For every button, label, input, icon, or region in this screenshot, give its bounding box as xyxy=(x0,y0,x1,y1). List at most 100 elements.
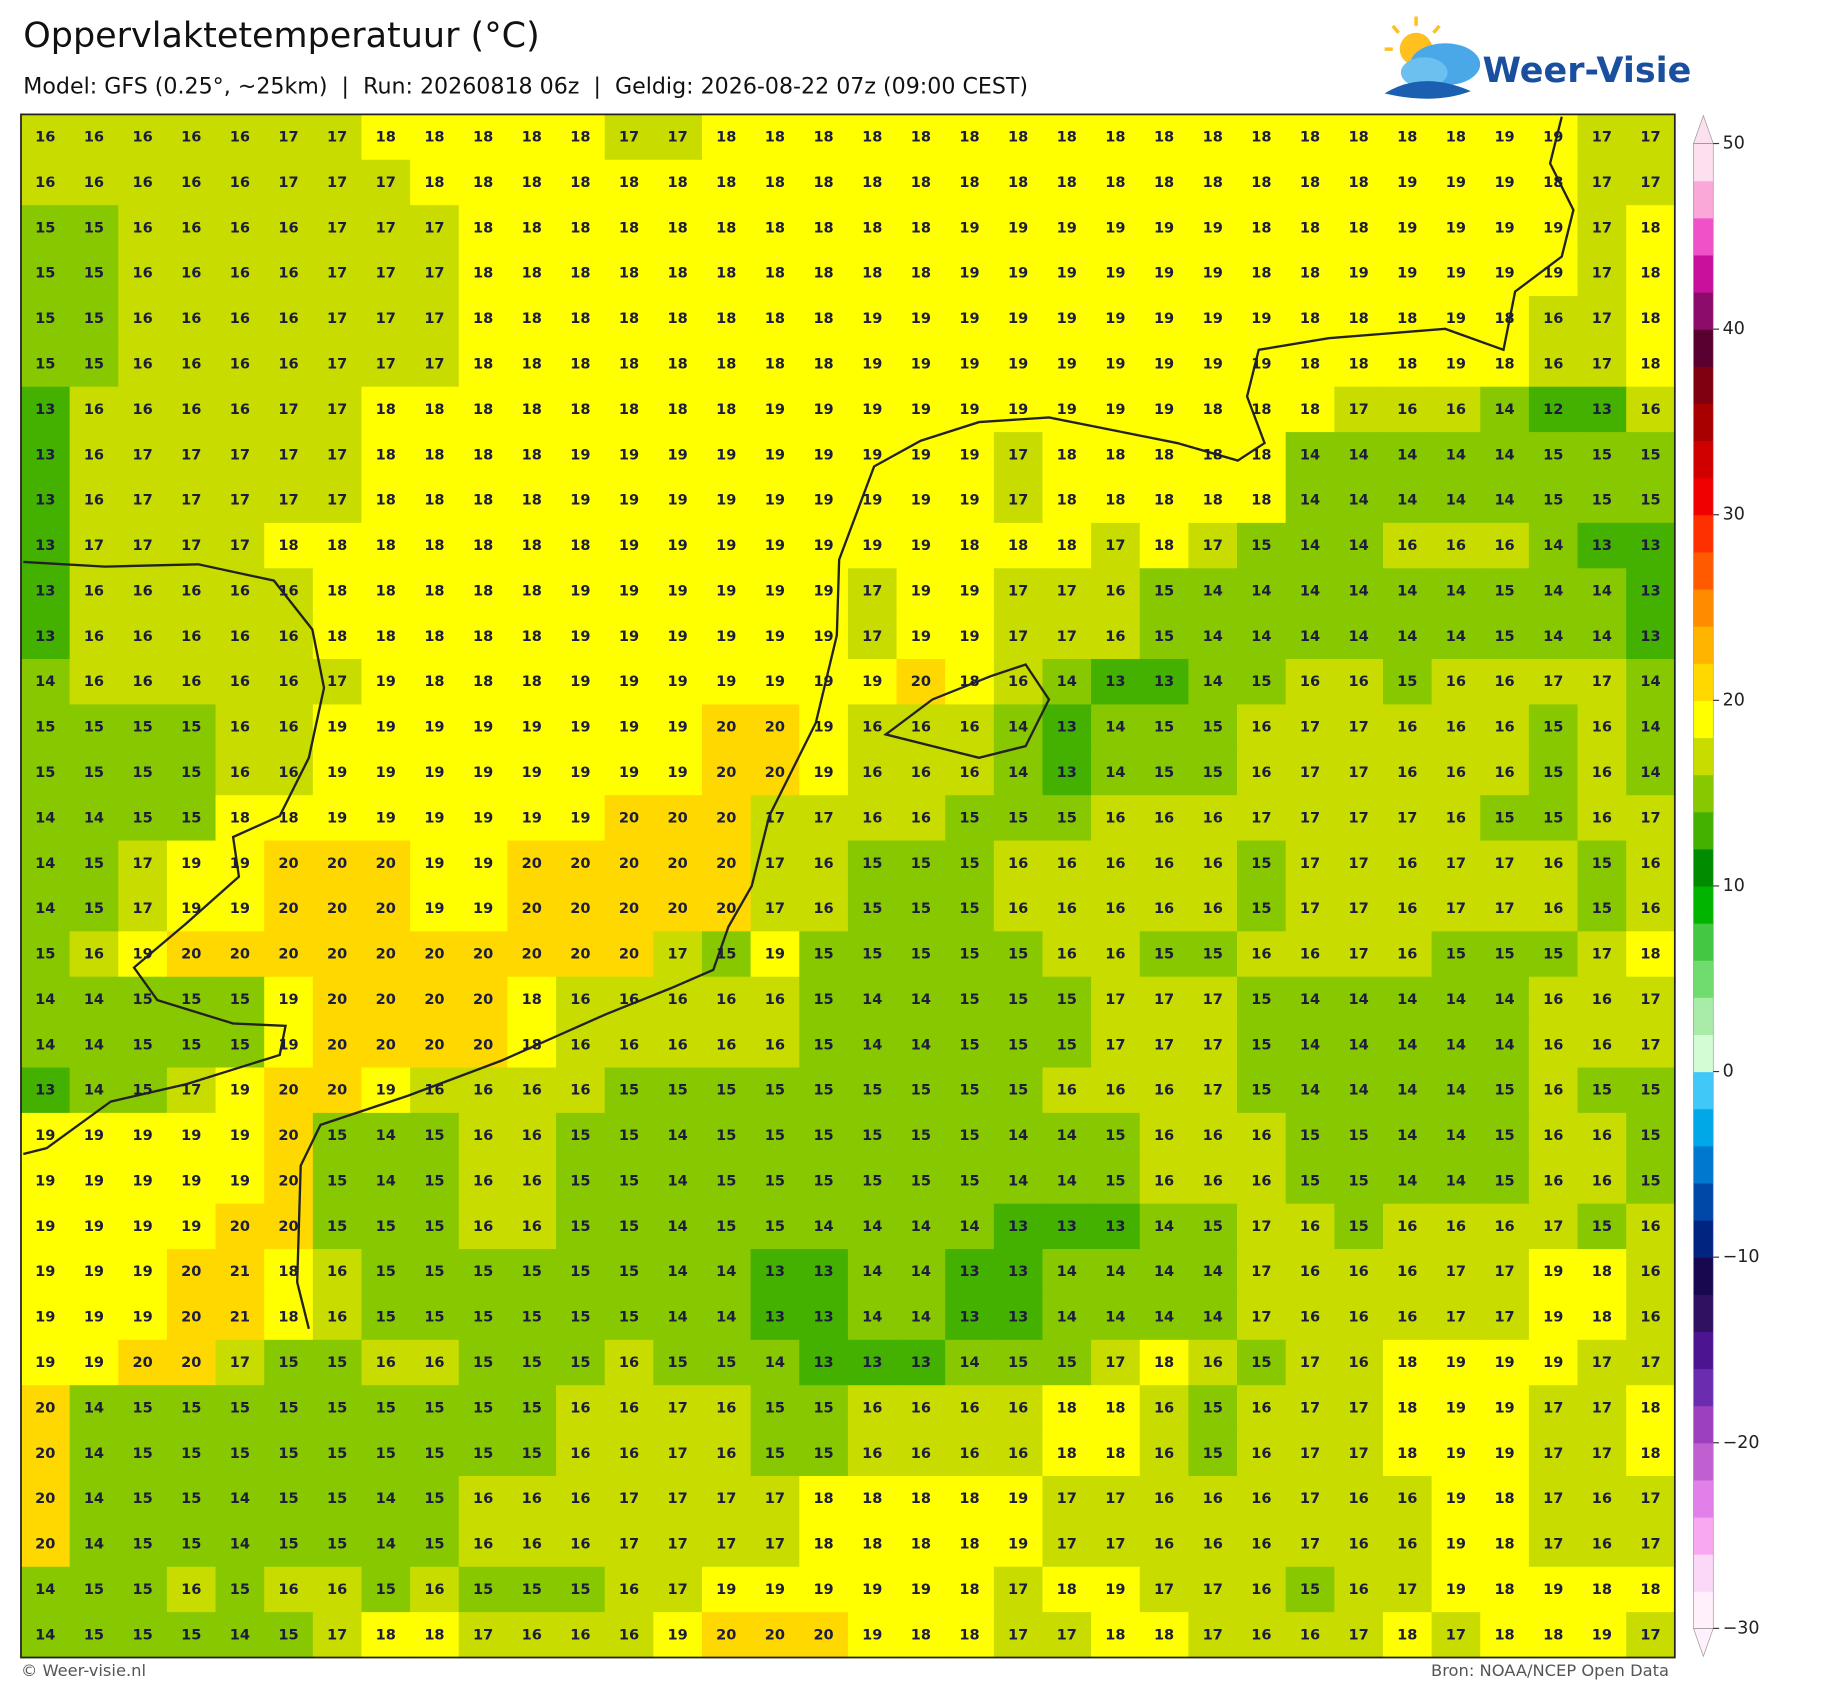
temperature-cell xyxy=(1577,1294,1627,1341)
temperature-cell xyxy=(1285,477,1336,524)
temperature-cell xyxy=(458,1521,509,1568)
temperature-cell xyxy=(166,1067,217,1114)
temperature-cell xyxy=(361,522,411,569)
temperature-cell xyxy=(1480,659,1530,706)
temperature-cell xyxy=(1431,659,1481,706)
temperature-label: 17 xyxy=(1105,1490,1125,1507)
temperature-cell xyxy=(458,114,509,161)
temperature-cell xyxy=(361,885,411,933)
temperature-label: 16 xyxy=(1105,900,1125,917)
temperature-label: 18 xyxy=(1543,174,1563,191)
temperature-label: 19 xyxy=(1203,219,1223,236)
temperature-cell xyxy=(361,1430,411,1477)
temperature-cell xyxy=(701,659,752,706)
temperature-label: 14 xyxy=(1397,1127,1417,1144)
temperature-label: 13 xyxy=(35,537,55,554)
temperature-label: 16 xyxy=(1251,1490,1271,1507)
temperature-cell xyxy=(1237,1521,1287,1568)
temperature-label: 17 xyxy=(1057,628,1077,645)
temperature-cell xyxy=(1139,341,1190,388)
colorbar-band xyxy=(1693,1405,1714,1444)
coastlines xyxy=(23,116,1575,1330)
temperature-cell xyxy=(1431,1158,1481,1205)
subtitle: Model: GFS (0.25°, ~25km) | Run: 2026081… xyxy=(23,73,1028,99)
temperature-cell xyxy=(69,1249,119,1296)
temperature-label: 17 xyxy=(278,492,298,509)
temperature-cell xyxy=(458,1067,509,1114)
temperature-cell xyxy=(1091,114,1141,161)
temperature-label: 19 xyxy=(1494,1354,1514,1371)
temperature-label: 19 xyxy=(1008,1490,1028,1507)
temperature-cell xyxy=(1480,341,1530,388)
temperature-cell xyxy=(1382,1249,1433,1296)
temperature-label: 18 xyxy=(1397,1354,1417,1371)
temperature-label: 16 xyxy=(132,673,152,690)
temperature-label: 18 xyxy=(522,1036,542,1053)
temperature-cell xyxy=(1382,1022,1433,1069)
temperature-label: 18 xyxy=(619,174,639,191)
temperature-label: 18 xyxy=(716,265,736,282)
temperature-cell xyxy=(264,1385,314,1432)
temperature-label: 18 xyxy=(1640,356,1660,373)
temperature-cell xyxy=(1139,795,1190,842)
temperature-label: 19 xyxy=(132,1127,152,1144)
temperature-label: 16 xyxy=(1592,764,1612,781)
temperature-cell xyxy=(1382,1430,1433,1477)
temperature-cell xyxy=(1334,659,1384,706)
temperature-label: 19 xyxy=(1251,356,1271,373)
temperature-cell xyxy=(312,795,363,842)
temperature-cell xyxy=(1480,1112,1530,1159)
temperature-label: 15 xyxy=(862,1082,882,1099)
colorbar-band xyxy=(1693,1182,1714,1221)
temperature-cell xyxy=(166,1521,217,1568)
temperature-cell xyxy=(166,1566,217,1613)
temperature-cell xyxy=(1626,295,1676,343)
temperature-label: 14 xyxy=(35,1581,55,1598)
temperature-label: 15 xyxy=(1592,1082,1612,1099)
temperature-cell xyxy=(1139,250,1190,297)
temperature-label: 18 xyxy=(1105,1399,1125,1416)
temperature-cell xyxy=(1285,1249,1336,1296)
temperature-label: 16 xyxy=(619,1399,639,1416)
temperature-cell xyxy=(1334,749,1384,796)
temperature-cell xyxy=(410,295,460,343)
temperature-label: 14 xyxy=(1105,1309,1125,1326)
temperature-label: 16 xyxy=(619,1354,639,1371)
temperature-cell xyxy=(215,1249,265,1296)
temperature-label: 19 xyxy=(1203,356,1223,373)
temperature-label: 19 xyxy=(1446,1399,1466,1416)
temperature-cell xyxy=(20,1158,71,1205)
temperature-label: 17 xyxy=(230,492,250,509)
temperature-cell xyxy=(1480,1203,1530,1250)
temperature-cell xyxy=(653,295,703,343)
temperature-cell xyxy=(312,1566,363,1613)
temperature-label: 14 xyxy=(230,1490,250,1507)
temperature-cell xyxy=(604,432,655,479)
temperature-label: 20 xyxy=(327,900,347,917)
temperature-label: 18 xyxy=(862,1536,882,1553)
temperature-label: 15 xyxy=(1592,1218,1612,1235)
temperature-label: 15 xyxy=(327,1354,347,1371)
temperature-label: 15 xyxy=(327,1536,347,1553)
temperature-label: 15 xyxy=(424,1172,444,1189)
temperature-cell xyxy=(507,931,557,978)
temperature-label: 15 xyxy=(1397,673,1417,690)
temperature-label: 15 xyxy=(1203,1399,1223,1416)
temperature-cell xyxy=(361,477,411,524)
temperature-label: 15 xyxy=(473,1354,493,1371)
temperature-cell xyxy=(556,976,606,1023)
temperature-label: 18 xyxy=(424,401,444,418)
temperature-label: 16 xyxy=(84,492,104,509)
temperature-cell xyxy=(993,795,1044,842)
temperature-label: 17 xyxy=(1105,991,1125,1008)
temperature-label: 14 xyxy=(84,991,104,1008)
temperature-cell xyxy=(1528,976,1579,1023)
temperature-label: 15 xyxy=(668,1082,688,1099)
temperature-label: 19 xyxy=(1154,265,1174,282)
temperature-cell xyxy=(1139,1022,1190,1069)
temperature-cell xyxy=(118,114,168,161)
temperature-cell xyxy=(653,1612,703,1659)
temperature-label: 15 xyxy=(765,1218,785,1235)
temperature-label: 15 xyxy=(1494,946,1514,963)
temperature-label: 15 xyxy=(1057,1036,1077,1053)
